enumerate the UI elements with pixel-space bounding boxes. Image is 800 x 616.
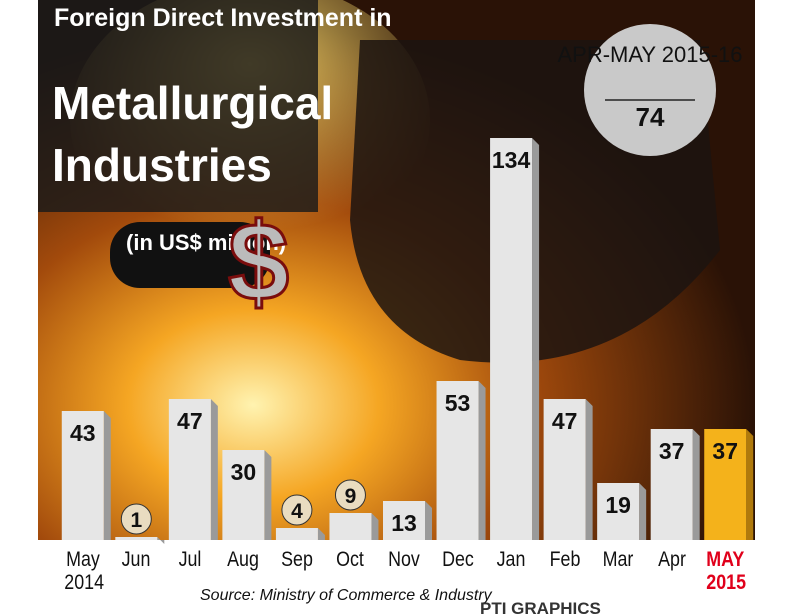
x-tick-label: Nov [388,548,420,571]
bar-side [746,429,754,540]
title-box [38,0,318,212]
value-label: 37 [712,438,738,464]
x-tick-label: Oct [336,548,365,571]
logo: PTI GRAPHICS [480,599,601,616]
value-label: 37 [659,438,685,464]
bar [436,381,479,540]
value-label: 4 [291,500,303,523]
x-tick-label: MAY 2015 [706,548,747,594]
bar [650,429,693,540]
bar [275,528,318,540]
badge-value: 74 [636,102,665,132]
bar-side [264,450,272,540]
value-badge [281,494,313,526]
bar-side [532,138,540,540]
x-tick-label: May 2014 [64,548,104,594]
x-tick-label: Aug [227,548,260,571]
x-tick-label: Apr [657,548,686,571]
title-line2: Metallurgical Industries [52,77,333,191]
x-tick-label: Feb [549,548,580,571]
value-label: 53 [445,390,471,416]
bar-side [478,381,486,540]
bar [222,450,265,540]
bar [490,138,533,540]
title-line1-text: Foreign Direct Investment in [54,4,392,32]
x-tick-label: Mar [602,548,634,571]
bar-side [317,528,325,540]
value-label: 43 [70,420,96,446]
title-line1: Foreign Direct Investment in [54,4,392,32]
label-strip [38,540,755,616]
value-label: 9 [345,485,357,508]
bar-side [639,483,647,540]
value-label: 19 [605,492,631,518]
bar-side [425,501,432,540]
value-label: 47 [177,408,203,434]
bar-side [210,399,218,540]
bar-side [103,411,111,540]
value-badge [334,479,366,511]
value-badge [120,503,152,535]
x-tick-label: Sep [281,548,313,571]
x-tick-label: Jul [178,548,202,571]
bar [597,483,640,540]
bar [115,537,158,540]
unit: (in US$ million) [126,230,286,255]
value-label: 13 [391,510,417,536]
value-label: 1 [130,509,142,532]
source: Source: Ministry of Commerce & Industry [200,587,493,604]
bar [61,411,104,540]
bar-side [157,537,165,544]
value-label: 47 [552,408,578,434]
badge-label: APR-MAY 2015-16 [557,42,742,67]
unit-box [110,222,270,288]
bar-side [692,429,700,540]
bar [383,501,425,540]
bar [704,429,747,540]
x-tick-label: Dec [441,548,474,571]
badge [584,24,716,156]
x-tick-label: Jun [121,548,151,571]
value-label: 30 [231,459,257,485]
bar [543,399,586,540]
bar [329,513,372,540]
bar-side [585,399,593,540]
dollar-icon: $ [228,201,289,324]
value-label: 134 [492,147,531,173]
bar-side [371,513,379,540]
x-tick-label: Jan [496,548,526,571]
bar [168,399,211,540]
